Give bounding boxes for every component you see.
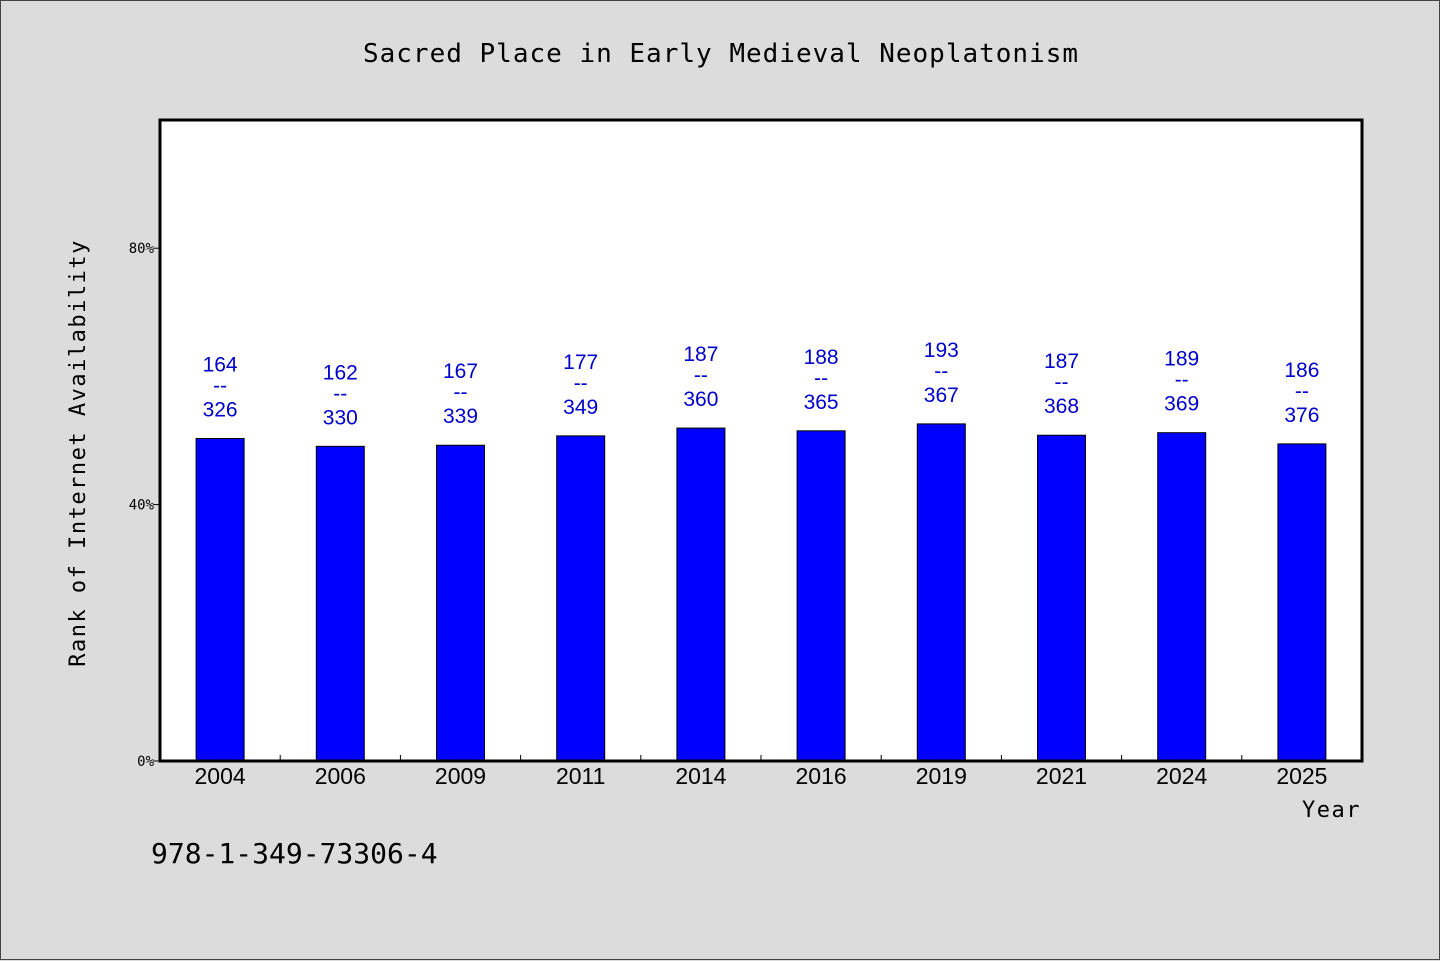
x-tick-label-2024: 2024: [1156, 763, 1207, 789]
data-label-separator-2021: --: [1055, 371, 1069, 394]
data-label-separator-2011: --: [574, 372, 588, 395]
data-label-top-2024: 189: [1164, 348, 1199, 371]
data-label-bottom-2006: 330: [323, 406, 358, 429]
isbn-text: 978-1-349-73306-4: [151, 837, 438, 870]
x-axis-label: Year: [1302, 798, 1361, 823]
data-label-bottom-2011: 349: [563, 396, 598, 419]
x-tick-label-2011: 2011: [556, 763, 605, 789]
bar-2021: [1037, 434, 1086, 762]
data-label-separator-2025: --: [1295, 380, 1309, 403]
data-label-bottom-2004: 326: [203, 399, 238, 422]
x-tick-label-2025: 2025: [1276, 763, 1327, 789]
bar-2006: [315, 445, 365, 762]
data-label-top-2021: 187: [1044, 350, 1079, 373]
bar-2014: [676, 427, 726, 762]
bar-2004: [195, 438, 245, 762]
data-label-top-2014: 187: [683, 343, 718, 366]
x-tick-label-2021: 2021: [1036, 763, 1087, 789]
data-label-top-2025: 186: [1284, 359, 1319, 382]
data-label-top-2016: 188: [804, 346, 839, 369]
data-label-separator-2006: --: [333, 382, 347, 405]
x-tick-label-2009: 2009: [435, 763, 486, 789]
x-tick-label-2006: 2006: [315, 763, 366, 789]
data-label-top-2004: 164: [203, 354, 238, 377]
bar-2011: [556, 435, 606, 762]
data-label-top-2006: 162: [323, 361, 358, 384]
bar-2009: [436, 444, 485, 762]
data-label-bottom-2016: 365: [804, 391, 839, 414]
data-label-separator-2004: --: [213, 375, 227, 398]
data-label-bottom-2024: 369: [1164, 393, 1199, 416]
y-tick-label-2: 80%: [129, 241, 155, 257]
y-axis-label: Rank of Internet Availability: [66, 239, 91, 667]
data-label-bottom-2009: 339: [443, 405, 478, 428]
x-tick-label-2016: 2016: [796, 763, 847, 789]
data-label-top-2011: 177: [563, 351, 598, 374]
bar-2025: [1277, 443, 1327, 762]
x-tick-label-2004: 2004: [195, 763, 246, 789]
data-label-separator-2016: --: [814, 367, 828, 390]
data-label-top-2009: 167: [443, 360, 478, 383]
data-label-separator-2014: --: [694, 364, 708, 387]
data-label-top-2019: 193: [924, 339, 959, 362]
y-tick-label-0: 0%: [137, 754, 154, 770]
data-label-bottom-2014: 360: [683, 388, 718, 411]
x-tick-label-2019: 2019: [916, 763, 967, 789]
bars-group: 164--326162--330167--339177--349187--360…: [195, 339, 1327, 762]
bar-2016: [796, 430, 846, 762]
data-label-separator-2009: --: [454, 381, 468, 404]
data-label-separator-2019: --: [934, 360, 948, 383]
data-label-bottom-2025: 376: [1284, 404, 1319, 427]
x-axis-ticks: 2004 2006 2009 2011 2014 2016 2019 2021 2024 2025: [195, 755, 1327, 789]
bar-2024: [1157, 432, 1207, 762]
x-tick-label-2014: 2014: [675, 763, 726, 789]
data-label-bottom-2021: 368: [1044, 395, 1079, 418]
chart-title: Sacred Place in Early Medieval Neoplaton…: [363, 39, 1079, 69]
y-axis-ticks: 0% 40% 80%: [129, 241, 160, 770]
y-tick-label-1: 40%: [129, 498, 155, 514]
bar-2019: [916, 423, 966, 762]
data-label-bottom-2019: 367: [924, 384, 959, 407]
data-label-separator-2024: --: [1175, 369, 1189, 392]
